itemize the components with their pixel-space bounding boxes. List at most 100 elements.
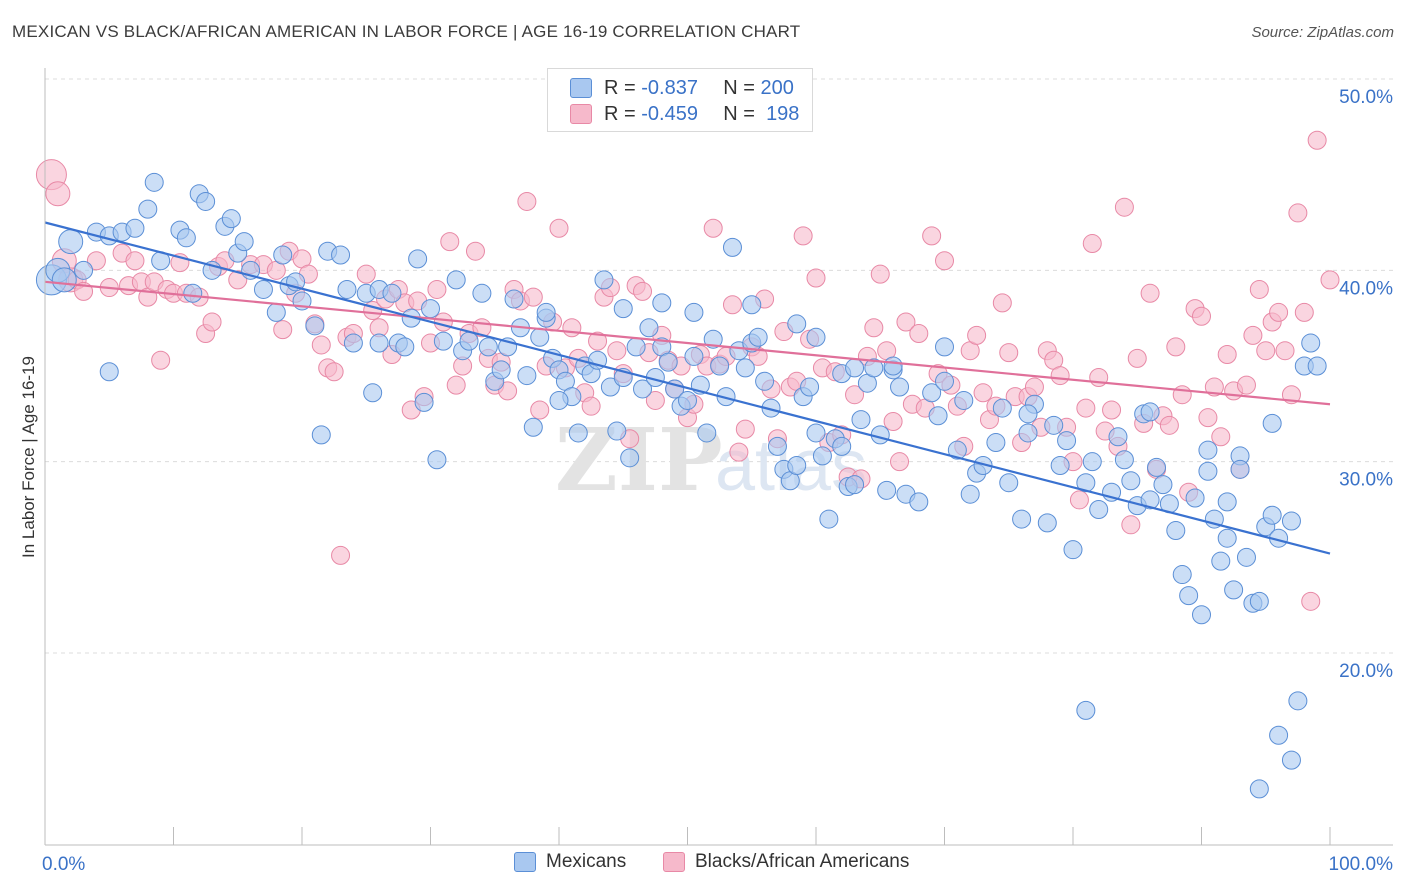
legend-item-mexicans: Mexicans xyxy=(514,851,626,873)
mexicans-point xyxy=(658,352,678,372)
blacks-point xyxy=(729,442,749,462)
chart-source: Source: ZipAtlas.com xyxy=(1251,24,1394,41)
blacks-r-value: -0.459 xyxy=(641,102,698,125)
blacks-point xyxy=(1166,337,1186,357)
mexicans-point xyxy=(832,436,852,456)
x-tick-label: 0.0% xyxy=(42,854,85,875)
blacks-point xyxy=(86,251,106,271)
mexicans-point xyxy=(427,450,447,470)
blacks-point xyxy=(922,226,942,246)
mexicans-point xyxy=(947,440,967,460)
mexicans-point xyxy=(639,318,659,338)
mexicans-point xyxy=(806,327,826,347)
mexicans-point xyxy=(684,346,704,366)
mexicans-point xyxy=(1269,725,1289,745)
mexicans-point xyxy=(1192,605,1211,625)
blacks-point xyxy=(1301,591,1321,611)
blacks-point xyxy=(607,341,627,361)
mexicans-point xyxy=(125,218,145,238)
mexicans-point xyxy=(620,448,640,468)
blacks-point xyxy=(1204,377,1224,397)
mexicans-point xyxy=(960,484,980,504)
blacks-point xyxy=(890,452,910,472)
blacks-point xyxy=(356,264,376,284)
mexicans-point xyxy=(1057,431,1077,451)
mexicans-point xyxy=(1147,457,1167,477)
mexicans-point xyxy=(1140,402,1160,422)
blacks-point xyxy=(1256,341,1276,361)
mexicans-point xyxy=(864,358,884,378)
mexicans-point xyxy=(1185,488,1205,508)
blacks-point xyxy=(1140,283,1160,303)
mexicans-point xyxy=(414,392,434,412)
blacks-point xyxy=(1294,302,1314,322)
mexicans-point xyxy=(253,279,273,299)
mexicans-point xyxy=(196,191,216,211)
blacks-point xyxy=(793,226,813,246)
mexicans-point xyxy=(1012,509,1032,529)
blacks-point xyxy=(427,279,447,299)
mexicans-point xyxy=(1230,459,1250,479)
blacks-point xyxy=(935,251,954,271)
mexicans-point xyxy=(144,172,164,192)
mexicans-point xyxy=(176,228,196,248)
blacks-point xyxy=(523,287,543,307)
mexicans-point xyxy=(1217,492,1237,512)
blacks-point xyxy=(1159,415,1179,435)
blacks-point xyxy=(967,325,987,345)
mexicans-point xyxy=(787,455,807,475)
mexicans-point xyxy=(806,423,826,443)
mexicans-point xyxy=(1166,521,1186,541)
blacks-point xyxy=(909,323,929,343)
blacks-point xyxy=(1024,377,1044,397)
mexicans-point xyxy=(1076,700,1096,720)
mexicans-point xyxy=(870,425,890,445)
mexicans-point xyxy=(273,245,293,265)
blacks-point xyxy=(1050,366,1070,386)
mexicans-point xyxy=(530,327,550,347)
blacks-point xyxy=(465,241,485,261)
blacks-point xyxy=(1069,490,1089,510)
mexicans-point xyxy=(1121,471,1141,491)
blacks-point xyxy=(1192,306,1211,326)
x-tick-label: 100.0% xyxy=(1329,854,1394,875)
mexicans-point xyxy=(613,299,633,319)
mexicans-point xyxy=(735,358,755,378)
mexicans-point xyxy=(1018,404,1038,424)
blacks-swatch xyxy=(570,104,592,124)
blacks-n-value: 198 xyxy=(766,102,800,125)
axes xyxy=(44,68,1393,846)
blacks-point xyxy=(1320,270,1340,290)
series-blacks-points xyxy=(35,130,1340,611)
mexicans-point xyxy=(1044,415,1064,435)
mexicans-point xyxy=(331,245,351,265)
mexicans-point xyxy=(58,229,84,255)
mexicans-point xyxy=(890,377,910,397)
blacks-point xyxy=(125,251,145,271)
blacks-point xyxy=(633,281,653,301)
blacks-point xyxy=(735,419,755,439)
mexicans-point xyxy=(684,302,704,322)
blacks-point xyxy=(1127,348,1147,368)
mexicans-point xyxy=(1249,591,1269,611)
blacks-point xyxy=(517,191,537,211)
mexicans-point xyxy=(395,337,415,357)
series-mexicans-points xyxy=(35,172,1327,799)
mexicans-trend-line xyxy=(44,221,1331,555)
blacks-point xyxy=(864,318,884,338)
mexicans-point xyxy=(1018,423,1038,443)
mexicans-point xyxy=(1114,450,1134,470)
mexicans-point xyxy=(433,331,453,351)
mexicans-point xyxy=(935,337,954,357)
mexicans-point xyxy=(1262,413,1282,433)
blacks-point xyxy=(1102,400,1122,420)
blacks-point xyxy=(1217,345,1237,365)
blacks-point xyxy=(549,218,569,238)
mexicans-swatch xyxy=(514,852,536,872)
blacks-point xyxy=(440,232,460,252)
mexicans-point xyxy=(883,356,903,376)
blacks-trend-line xyxy=(44,280,1331,406)
chart-title: MEXICAN VS BLACK/AFRICAN AMERICAN IN LAB… xyxy=(12,22,801,41)
mexicans-point xyxy=(51,267,77,293)
blacks-point xyxy=(999,343,1019,363)
